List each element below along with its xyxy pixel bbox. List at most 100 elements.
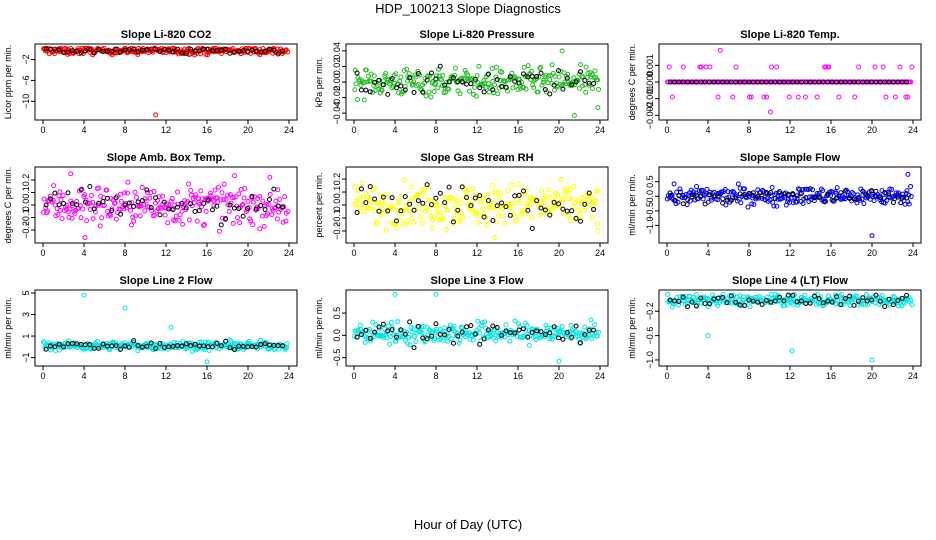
reference-point [720,200,726,206]
reference-point [777,294,783,300]
reference-point [481,214,487,220]
data-point [398,334,404,340]
reference-point [161,199,167,205]
reference-point [450,340,456,346]
reference-point [529,225,535,231]
reference-point [231,49,237,55]
reference-point [706,192,712,198]
data-point [906,201,912,207]
data-point [909,64,915,70]
data-point [401,68,407,74]
reference-point [520,188,526,194]
data-point [210,197,216,203]
data-point [352,87,358,93]
data-point [897,64,903,70]
x-tick-label: 8 [746,248,751,258]
reference-point [446,79,452,85]
data-point [158,205,164,211]
reference-point [223,338,229,344]
reference-point [829,299,835,305]
data-point [113,340,119,346]
data-point [397,193,403,199]
data-point [549,62,555,68]
reference-point [358,331,364,337]
data-point [132,189,138,195]
x-axis-title: Hour of Day (UTC) [413,517,523,532]
data-point [266,202,272,208]
data-point [223,196,229,202]
data-point [245,198,251,204]
data-point [513,217,519,223]
x-tick-label: 20 [867,125,877,135]
reference-point [702,201,708,207]
data-point [398,74,404,80]
data-point [352,333,358,339]
data-point [400,221,406,227]
reference-point [415,323,421,329]
data-point [128,208,134,214]
data-point [74,198,80,204]
reference-point [798,298,804,304]
reference-point [411,207,417,213]
data-point [113,216,119,222]
data-point [241,195,247,201]
data-point [576,212,582,218]
reference-point [87,46,93,52]
reference-point [188,46,194,52]
data-point [519,208,525,214]
reference-point [52,344,58,350]
reference-point [582,201,588,207]
data-point [147,195,153,201]
data-point [526,342,532,348]
reference-point [227,50,233,56]
data-point [274,216,280,222]
reference-point [873,292,879,298]
data-point [215,184,221,190]
data-point [408,184,414,190]
data-point [389,325,395,331]
data-point [769,64,775,70]
reference-point [573,215,579,221]
reference-point [547,91,553,97]
data-point [735,181,741,187]
data-point [87,206,93,212]
reference-point [96,345,102,351]
data-point [523,188,529,194]
reference-point [429,202,435,208]
reference-point [512,330,518,336]
reference-point [582,77,588,83]
data-point [684,202,690,208]
data-point [444,207,450,213]
data-point [581,208,587,214]
reference-point [446,184,452,190]
data-point [446,86,452,92]
data-point [137,213,143,219]
reference-point [118,49,124,55]
reference-point [698,295,704,301]
data-point [402,177,408,183]
y-axis-label: Licor ppm per min. [3,45,13,120]
data-point [233,194,239,200]
x-tick-label: 24 [595,371,605,381]
reference-point [746,297,752,303]
data-point [781,302,787,308]
data-point [413,339,419,345]
x-tick-label: 20 [554,371,564,381]
data-point [852,94,858,100]
x-tick-label: 0 [40,125,45,135]
reference-point [459,329,465,335]
reference-point [825,298,831,304]
data-point [438,77,444,83]
outlier-point [433,291,439,297]
reference-point [481,336,487,342]
reference-point [864,192,870,198]
data-point [387,341,393,347]
x-tick-label: 12 [785,248,795,258]
y-tick-label: −0.002 [645,101,655,129]
data-point [577,85,583,91]
reference-point [715,193,721,199]
data-point [240,201,246,207]
data-point [505,187,511,193]
data-point [90,216,96,222]
reference-point [477,193,483,199]
